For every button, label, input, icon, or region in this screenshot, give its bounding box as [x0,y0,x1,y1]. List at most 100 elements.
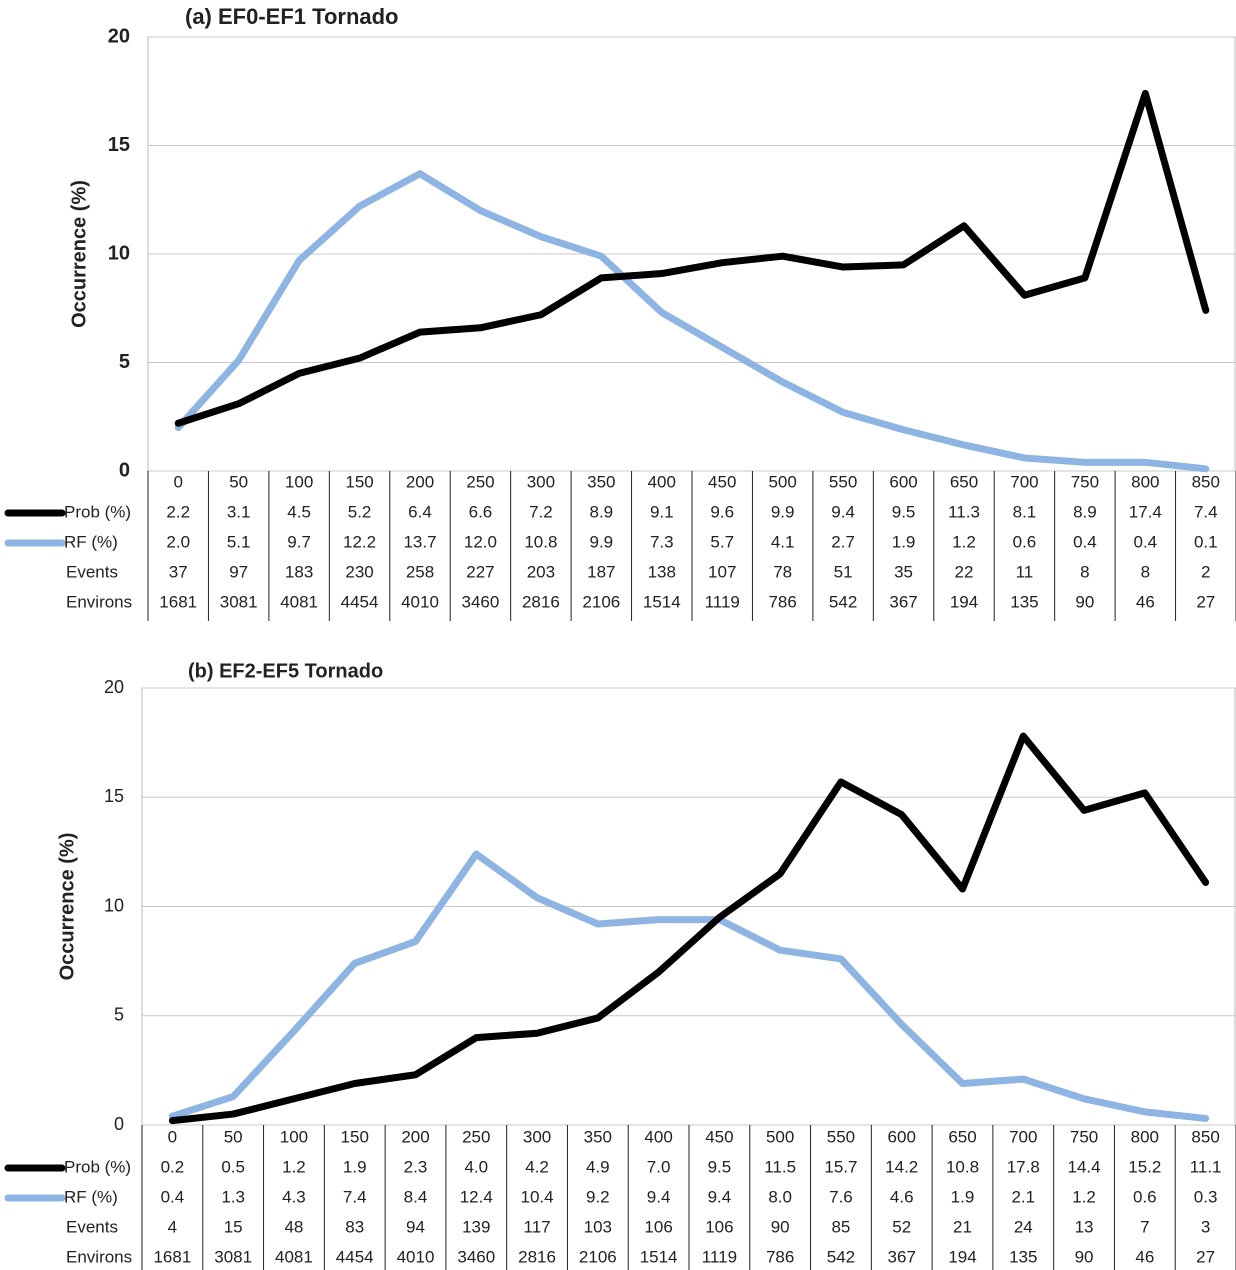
table-cell: 0.4 [1134,532,1158,551]
table-cell: 51 [834,562,853,581]
legend-label: Prob (%) [64,502,131,521]
table-cell: 106 [644,1217,672,1236]
table-cell: 14.4 [1068,1157,1101,1176]
table-row-label: Environs [66,1247,132,1266]
x-tick-label: 650 [948,1127,976,1146]
table-cell: 3 [1201,1217,1210,1236]
table-cell: 0.5 [221,1157,245,1176]
table-cell: 8.0 [768,1187,792,1206]
table-cell: 11.3 [948,502,980,521]
table-cell: 103 [584,1217,612,1236]
table-cell: 183 [285,562,313,581]
table-cell: 4.2 [525,1157,549,1176]
table-cell: 2.0 [166,532,190,551]
x-tick-label: 500 [766,1127,794,1146]
x-tick-label: 50 [229,472,248,491]
table-cell: 94 [406,1217,425,1236]
table-cell: 139 [462,1217,490,1236]
table-cell: 0.2 [161,1157,185,1176]
table-cell: 3081 [220,592,258,611]
table-cell: 15.7 [824,1157,857,1176]
table-cell: 85 [831,1217,850,1236]
table-cell: 187 [587,562,615,581]
table-cell: 203 [527,562,555,581]
table-cell: 2816 [518,1247,556,1266]
table-cell: 90 [771,1217,790,1236]
table-cell: 10.4 [521,1187,554,1206]
x-tick-label: 150 [341,1127,369,1146]
table-cell: 17.4 [1129,502,1162,521]
x-tick-label: 50 [224,1127,243,1146]
table-cell: 14.2 [885,1157,918,1176]
table-cell: 13 [1075,1217,1094,1236]
table-cell: 9.4 [647,1187,671,1206]
x-tick-label: 650 [950,472,978,491]
table-cell: 135 [1010,592,1038,611]
table-cell: 9.6 [710,502,734,521]
table-cell: 8.9 [590,502,614,521]
table-cell: 46 [1135,1247,1154,1266]
y-tick-label: 10 [108,242,130,264]
table-cell: 4.0 [464,1157,488,1176]
table-cell: 5.7 [710,532,734,551]
x-tick-label: 400 [644,1127,672,1146]
x-tick-label: 700 [1009,1127,1037,1146]
x-tick-label: 250 [466,472,494,491]
series-line [174,170,1210,473]
table-cell: 0.3 [1194,1187,1218,1206]
table-cell: 11.1 [1190,1157,1222,1176]
table-cell: 1.9 [951,1187,975,1206]
table-cell: 786 [768,592,796,611]
table-cell: 46 [1136,592,1155,611]
x-tick-label: 700 [1010,472,1038,491]
table-cell: 10.8 [946,1157,979,1176]
table-cell: 7 [1140,1217,1149,1236]
table-cell: 107 [708,562,736,581]
table-cell: 7.4 [343,1187,367,1206]
table-cell: 90 [1075,1247,1094,1266]
y-axis-label: Occurrence (%) [56,833,78,981]
x-tick-label: 600 [889,472,917,491]
table-cell: 1.9 [343,1157,367,1176]
y-tick-label: 0 [119,459,130,481]
table-cell: 1.2 [952,532,976,551]
table-cell: 1.3 [221,1187,245,1206]
series-line [174,89,1210,427]
x-tick-label: 400 [648,472,676,491]
table-cell: 15 [224,1217,243,1236]
legend-label: Prob (%) [64,1157,131,1176]
table-cell: 1.9 [892,532,916,551]
table-cell: 542 [829,592,857,611]
table-cell: 117 [524,1217,551,1236]
x-tick-label: 100 [285,472,313,491]
table-cell: 367 [888,1247,916,1266]
table-cell: 0.4 [161,1187,185,1206]
table-cell: 3460 [462,592,500,611]
table-cell: 9.5 [892,502,916,521]
table-cell: 11 [1016,562,1034,581]
x-tick-label: 550 [829,472,857,491]
chart-title: (a) EF0-EF1 Tornado [185,4,399,29]
x-tick-label: 300 [523,1127,551,1146]
table-cell: 4.5 [287,502,311,521]
table-cell: 367 [889,592,917,611]
table-cell: 4010 [397,1247,435,1266]
table-cell: 7.4 [1194,502,1218,521]
table-cell: 1514 [643,592,681,611]
table-cell: 8 [1080,562,1089,581]
table-cell: 3460 [457,1247,495,1266]
y-tick-label: 15 [104,786,124,806]
table-row-label: Events [66,562,118,581]
table-cell: 9.7 [287,532,311,551]
x-tick-label: 850 [1191,1127,1219,1146]
x-tick-label: 150 [345,472,373,491]
table-cell: 1681 [159,592,197,611]
table-cell: 1119 [705,592,740,611]
table-cell: 4081 [275,1247,313,1266]
x-tick-label: 250 [462,1127,490,1146]
table-cell: 24 [1014,1217,1033,1236]
table-cell: 12.2 [343,532,376,551]
table-cell: 4454 [336,1247,374,1266]
table-cell: 0.1 [1194,532,1218,551]
